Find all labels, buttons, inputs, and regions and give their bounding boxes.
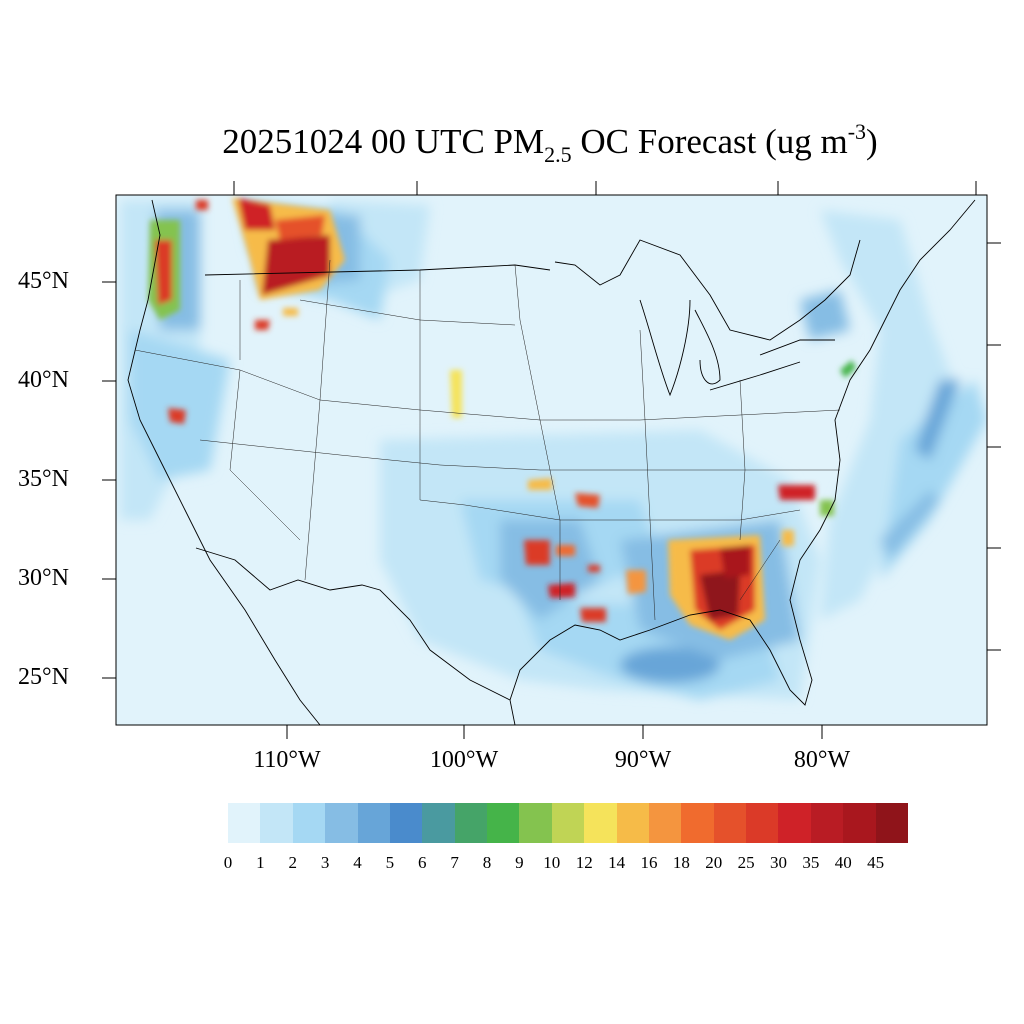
colorbar-label: 1 (256, 853, 265, 872)
lat-label-45n: 45°N (18, 268, 69, 294)
colorbar-swatch (487, 803, 520, 843)
colorbar-label: 10 (543, 853, 561, 872)
colorbar-swatch (746, 803, 779, 843)
colorbar-label: 25 (737, 853, 755, 872)
colorbar-label: 14 (608, 853, 626, 872)
colorbar-swatch (584, 803, 617, 843)
colorbar-swatch (325, 803, 358, 843)
map-title: 20251024 00 UTC PM2.5 OC Forecast (ug m-… (222, 119, 878, 167)
lat-label-30n: 30°N (18, 565, 69, 591)
coastlines (127, 199, 976, 726)
lon-label-80w: 80°W (793, 747, 851, 773)
colorbar-label: 2 (288, 853, 298, 872)
colorbar-label: 3 (320, 853, 330, 872)
colorbar-swatch (357, 803, 390, 843)
colorbar-label: 7 (450, 853, 459, 872)
axis-ticks (102, 181, 1001, 739)
map-frame (115, 194, 988, 726)
colorbar-swatch (843, 803, 876, 843)
lon-label-100w: 100°W (429, 747, 499, 773)
colorbar (228, 803, 908, 843)
colorbar-swatch (875, 803, 908, 843)
colorbar-label: 9 (515, 853, 524, 872)
colorbar-swatch (648, 803, 682, 843)
colorbar-label: 30 (769, 853, 787, 872)
lon-label-90w: 90°W (614, 747, 672, 773)
colorbar-swatch (713, 803, 746, 843)
colorbar-label: 12 (575, 853, 593, 872)
colorbar-label: 35 (802, 853, 820, 872)
colorbar-label: 45 (867, 853, 885, 872)
colorbar-label: 18 (672, 853, 690, 872)
colorbar-label: 8 (482, 853, 492, 872)
colorbar-swatch (228, 803, 261, 843)
colorbar-swatch (551, 803, 585, 843)
colorbar-swatch (454, 803, 487, 843)
colorbar-swatch (810, 803, 844, 843)
lat-label-35n: 35°N (18, 466, 69, 492)
colorbar-label: 4 (353, 853, 362, 872)
lat-label-25n: 25°N (18, 664, 69, 690)
colorbar-swatch (778, 803, 811, 843)
colorbar-label: 40 (834, 853, 852, 872)
colorbar-label: 16 (640, 853, 658, 872)
colorbar-swatch (389, 803, 423, 843)
colorbar-label: 0 (223, 853, 233, 872)
lat-label-40n: 40°N (18, 367, 69, 393)
colorbar-swatch (260, 803, 293, 843)
colorbar-label: 6 (418, 853, 427, 872)
colorbar-swatch (519, 803, 552, 843)
state-borders (134, 259, 841, 621)
colorbar-swatch (681, 803, 714, 843)
colorbar-swatch (422, 803, 455, 843)
colorbar-label: 20 (705, 853, 723, 872)
lon-label-110w: 110°W (253, 747, 321, 773)
colorbar-swatch (292, 803, 326, 843)
colorbar-label: 5 (385, 853, 395, 872)
concentration-field (116, 195, 987, 725)
colorbar-swatch (616, 803, 649, 843)
